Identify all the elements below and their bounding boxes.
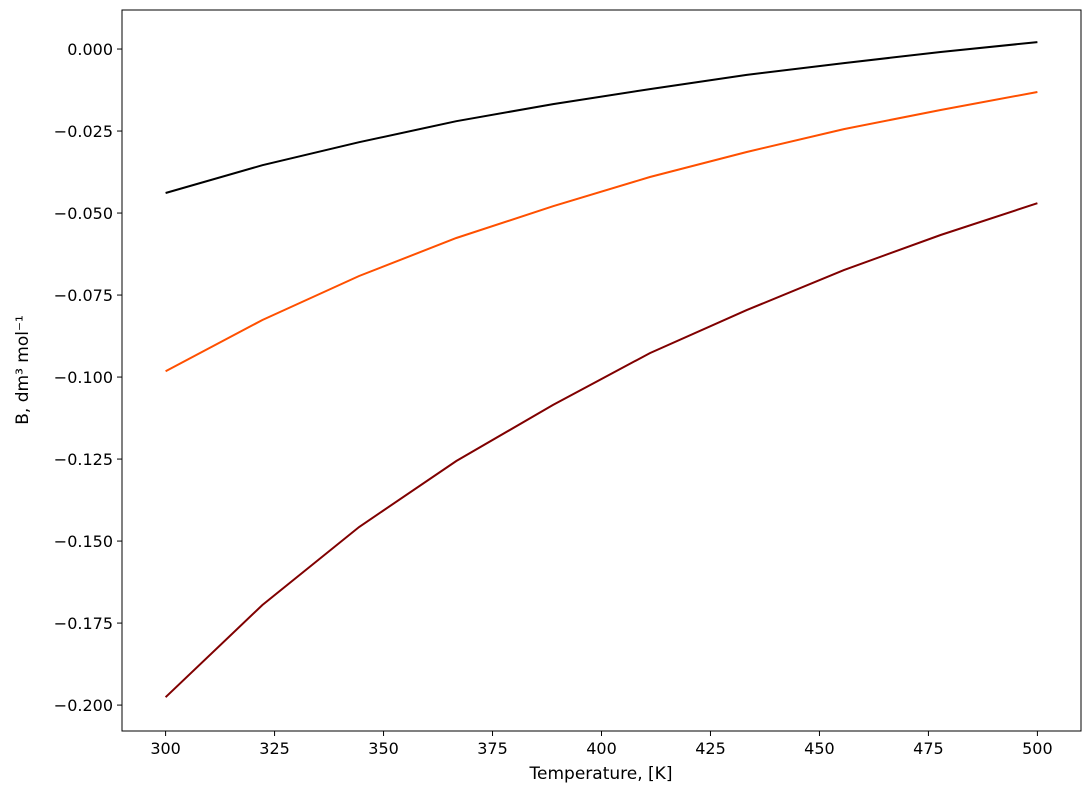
y-tick-label: −0.025 <box>54 122 113 141</box>
x-tick-label: 425 <box>695 739 726 758</box>
series-line-2 <box>165 91 1038 373</box>
y-tick-label: −0.125 <box>54 450 113 469</box>
y-tick-label: −0.075 <box>54 286 113 305</box>
x-tick-label: 400 <box>586 739 617 758</box>
x-axis: 300 325 350 375 400 425 450 475 500 <box>150 731 1053 758</box>
series-line-3 <box>164 202 1038 698</box>
y-tick-label: 0.000 <box>67 40 113 59</box>
y-axis: 0.000 −0.025 −0.050 −0.075 −0.100 −0.125 −0.15… <box>54 40 122 715</box>
y-tick-label: −0.175 <box>54 614 113 633</box>
x-tick-label: 450 <box>804 739 835 758</box>
series-lines <box>164 41 1038 698</box>
y-tick-label: −0.100 <box>54 368 113 387</box>
plot-frame <box>121 9 1082 732</box>
x-tick-label: 350 <box>368 739 399 758</box>
y-tick-label: −0.050 <box>54 204 113 223</box>
x-tick-label: 500 <box>1022 739 1053 758</box>
series-line-1 <box>165 41 1038 194</box>
x-tick-label: 300 <box>150 739 181 758</box>
x-tick-label: 325 <box>259 739 290 758</box>
y-axis-label: B, dm³ mol⁻¹ <box>13 315 33 425</box>
x-tick-label: 375 <box>477 739 508 758</box>
y-tick-label: −0.150 <box>54 532 113 551</box>
y-tick-label: −0.200 <box>54 696 113 715</box>
x-axis-label: Temperature, [K] <box>529 764 673 784</box>
x-tick-label: 475 <box>913 739 944 758</box>
